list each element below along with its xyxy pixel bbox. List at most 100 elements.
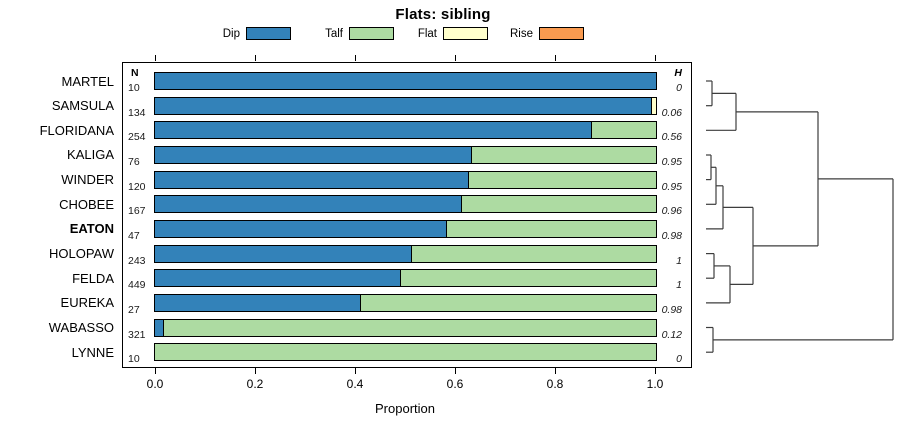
row-h-value: 0: [676, 82, 682, 94]
row-h-value: 0.56: [661, 131, 682, 144]
legend-swatch-rise: [539, 27, 584, 40]
x-axis-tick-top: [655, 55, 656, 61]
x-axis-tick-top: [155, 55, 156, 61]
row-label: LYNNE: [71, 344, 114, 360]
row-label: FELDA: [72, 270, 114, 286]
bar-segment-talf: [410, 245, 656, 262]
row-h-value: 0.95: [661, 155, 682, 168]
bar-segment-dip: [155, 245, 411, 262]
x-axis-tick-top: [255, 55, 256, 61]
bar-segment-talf: [468, 171, 656, 188]
row-h-value: 0.06: [661, 106, 682, 119]
bar-segment-flat: [650, 97, 656, 114]
row-label: EATON: [69, 221, 114, 237]
legend-swatch-talf: [349, 27, 394, 40]
row-n-value: 10: [128, 82, 140, 94]
x-axis-tick-top: [555, 55, 556, 61]
x-axis-tick-label: 0.6: [446, 377, 464, 391]
x-axis-tick-bottom: [655, 368, 656, 374]
x-axis-tick-bottom: [255, 368, 256, 374]
stacked-bar: [154, 219, 657, 238]
row-n-value: 254: [128, 131, 146, 144]
row-n-value: 321: [128, 328, 146, 341]
x-axis-tick-label: 0.4: [346, 377, 364, 391]
row-label: KALIGA: [67, 147, 114, 163]
row-label: HOLOPAW: [48, 246, 114, 262]
bar-segment-talf: [162, 319, 656, 336]
legend-item-rise: Rise: [499, 27, 584, 40]
row-n-value: 76: [128, 155, 140, 168]
bar-segment-talf: [590, 122, 656, 139]
bar-segment-dip: [155, 220, 446, 237]
bar-segment-dip: [155, 97, 651, 114]
h-column-header: H: [674, 67, 682, 79]
bar-segment-talf: [445, 220, 656, 237]
bar-segment-dip: [155, 270, 401, 287]
row-h-value: 1: [676, 254, 682, 267]
stacked-bar: [154, 244, 657, 263]
row-n-value: 134: [128, 106, 146, 119]
bar-segment-dip: [155, 294, 361, 311]
x-axis-tick-top: [355, 55, 356, 61]
row-label: MARTEL: [61, 73, 115, 89]
x-axis-title: Proportion: [375, 401, 435, 416]
bar-segment-talf: [460, 196, 656, 213]
row-h-value: 0.98: [661, 303, 682, 316]
bar-segment-dip: [155, 171, 469, 188]
row-n-value: 47: [128, 229, 140, 242]
row-h-value: 0: [676, 353, 682, 366]
bar-segment-dip: [155, 73, 656, 89]
row-n-value: 120: [128, 180, 146, 193]
bar-segment-dip: [155, 196, 461, 213]
bar-segment-dip: [155, 319, 163, 336]
x-axis-tick-bottom: [555, 368, 556, 374]
stacked-bar: [154, 318, 657, 337]
x-axis-tick-bottom: [155, 368, 156, 374]
row-label: FLORIDANA: [39, 122, 114, 138]
row-h-value: 0.95: [661, 180, 682, 193]
x-axis-tick-bottom: [355, 368, 356, 374]
x-axis-tick-label: 1.0: [646, 377, 664, 391]
row-label: SAMSULA: [51, 98, 114, 114]
stacked-bar: [154, 269, 657, 288]
legend-item-dip: Dip: [206, 27, 291, 40]
legend-swatch-flat: [443, 27, 488, 40]
row-n-value: 449: [128, 279, 146, 292]
x-axis-tick-top: [455, 55, 456, 61]
stacked-bar: [154, 121, 657, 140]
row-n-value: 10: [128, 353, 140, 366]
stacked-bar: [154, 343, 657, 362]
bar-segment-dip: [155, 122, 591, 139]
row-label: EUREKA: [60, 295, 114, 311]
row-label: WINDER: [61, 172, 114, 188]
row-h-value: 0.98: [661, 229, 682, 242]
stacked-bar: [154, 72, 657, 90]
x-axis-tick-label: 0.2: [246, 377, 264, 391]
row-label: WABASSO: [48, 320, 114, 335]
row-h-value: 0.96: [661, 205, 682, 218]
bar-segment-talf: [360, 294, 656, 311]
chart-title: Flats: sibling: [395, 6, 491, 23]
legend-label-flat: Flat: [417, 27, 437, 40]
bar-segment-talf: [400, 270, 656, 287]
row-n-value: 167: [128, 205, 146, 218]
n-column-header: N: [131, 67, 139, 79]
legend-swatch-dip: [246, 27, 291, 40]
stacked-bar: [154, 170, 657, 189]
bar-segment-dip: [155, 146, 471, 163]
stacked-bar: [154, 293, 657, 312]
stacked-bar: [154, 195, 657, 214]
stacked-bar: [154, 145, 657, 164]
legend-label-dip: Dip: [222, 27, 240, 40]
legend-item-talf: Talf: [309, 27, 394, 40]
legend-item-flat: Flat: [403, 27, 488, 40]
row-label: CHOBEE: [59, 196, 114, 212]
stacked-bar: [154, 96, 657, 115]
x-axis-tick-bottom: [455, 368, 456, 374]
bar-segment-talf: [155, 344, 656, 361]
legend-label-rise: Rise: [509, 27, 533, 40]
x-axis-tick-label: 0.8: [546, 377, 564, 391]
row-h-value: 1: [676, 279, 682, 292]
